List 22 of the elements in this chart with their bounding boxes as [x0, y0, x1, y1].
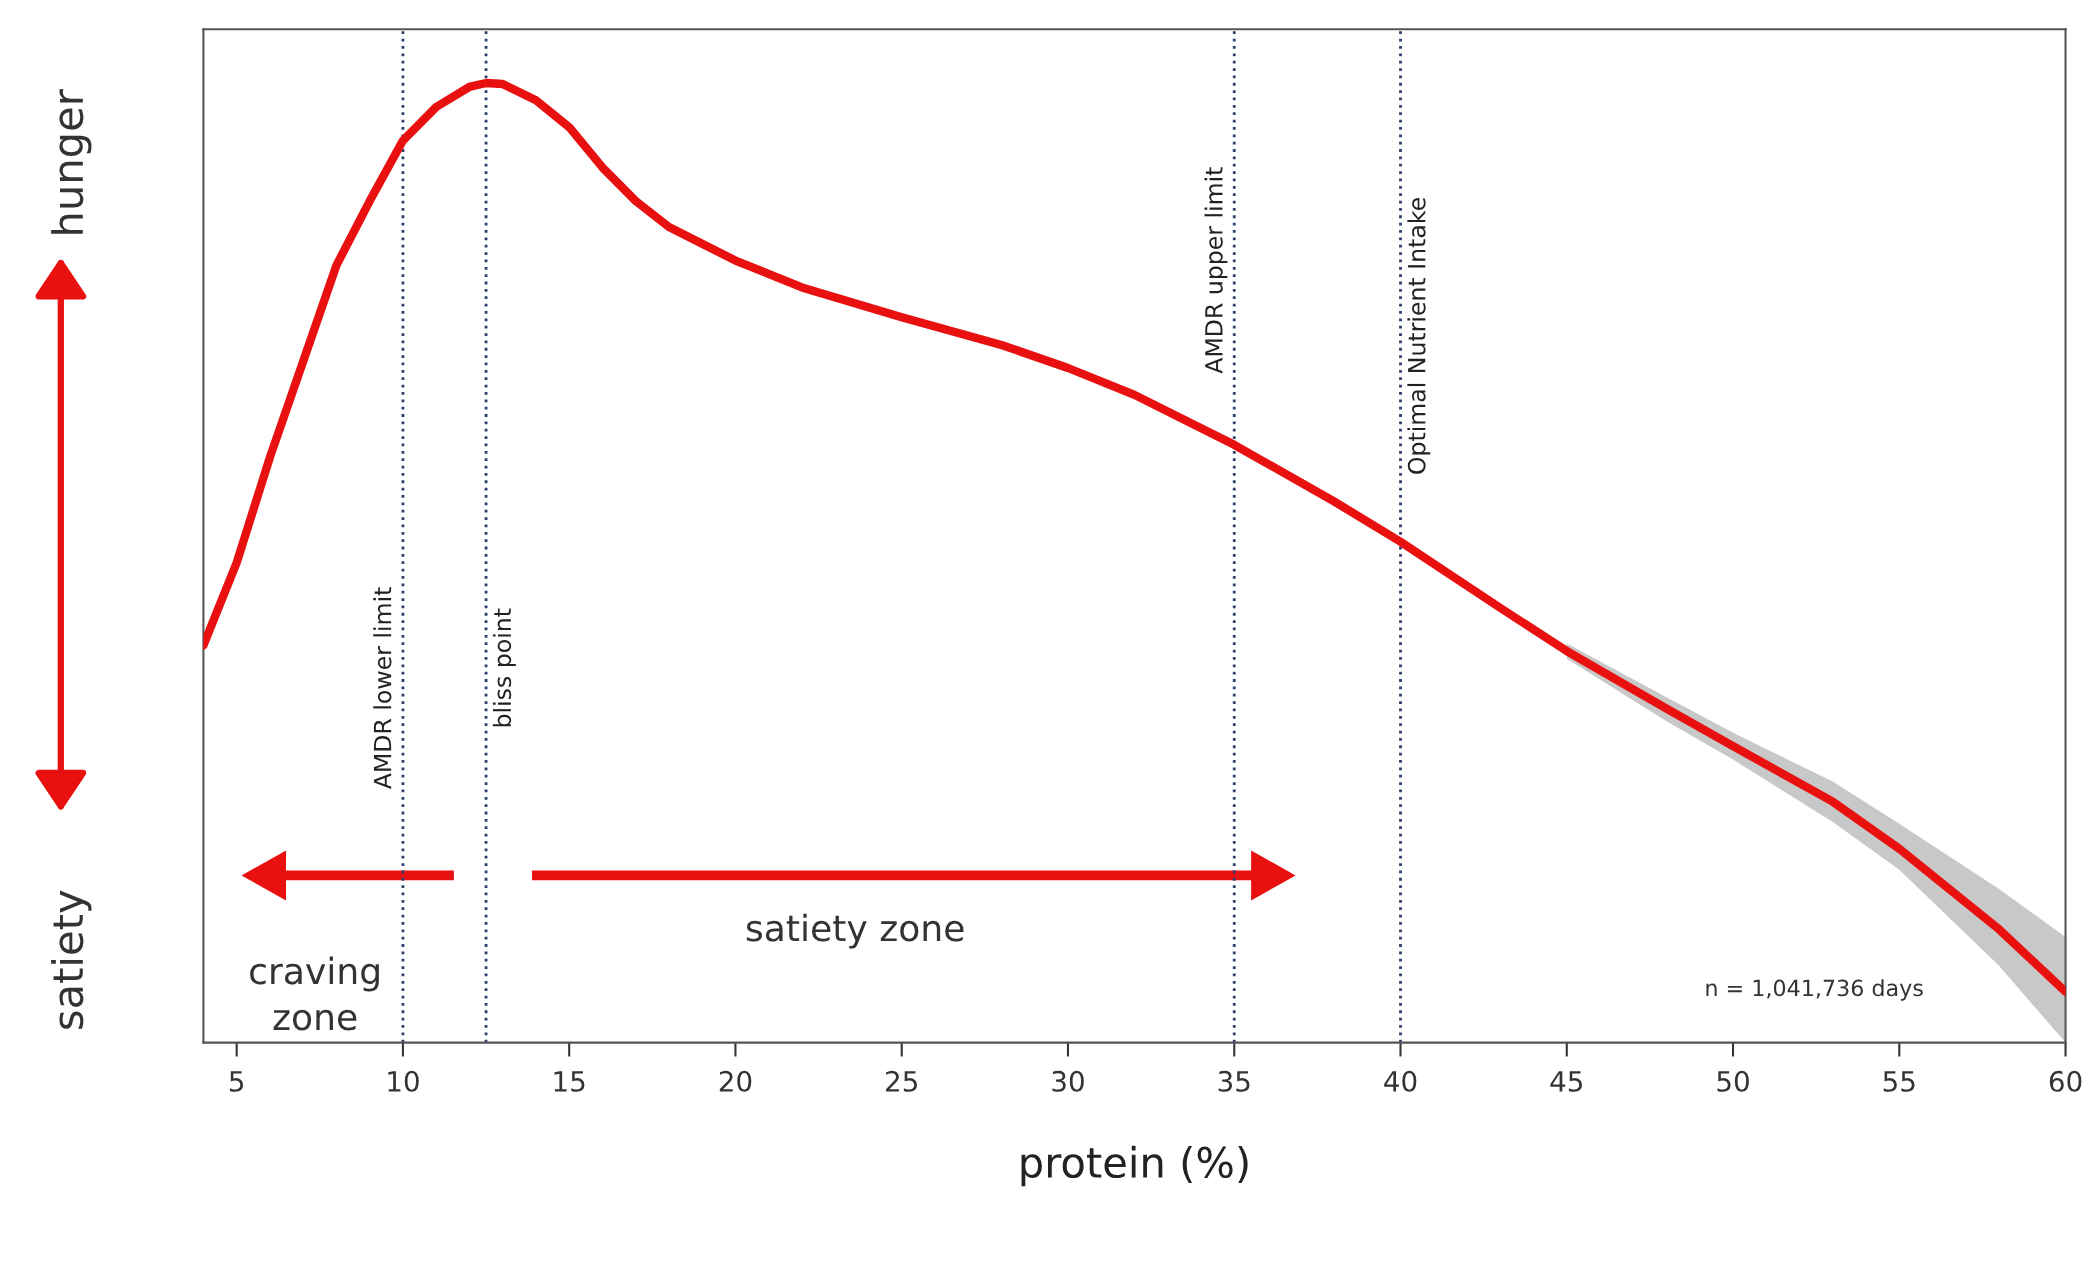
x-tick-label: 30: [1052, 1070, 1084, 1092]
text: hunger: [51, 89, 92, 234]
annotation: craving zone: [250, 956, 379, 1031]
x-tick-label: 25: [886, 1070, 917, 1092]
x-tick-label: 15: [554, 1071, 585, 1092]
ref-line-label: AMDR lower limit: [373, 587, 392, 790]
x-tick-label: 5: [229, 1071, 244, 1092]
x-tick-label: 45: [1550, 1071, 1583, 1092]
ref-line-label: AMDR upper limit: [1204, 167, 1228, 374]
x-axis-title: protein (%): [1021, 1145, 1248, 1187]
x-tick-label: 40: [1384, 1070, 1417, 1092]
annotation: n = 1,041,736 days: [1706, 979, 1923, 1001]
x-tick-label: 35: [1218, 1070, 1250, 1092]
ref-line-label: bliss point: [492, 608, 516, 727]
x-tick-label: 50: [1717, 1070, 1749, 1092]
annotation: satiety zone: [746, 913, 964, 949]
ref-line-label: Optimal Nutrient Intake: [1407, 198, 1431, 474]
x-tick-label: 10: [388, 1070, 419, 1092]
x-tick-label: 60: [2049, 1070, 2082, 1092]
text: satiety: [51, 890, 92, 1029]
x-tick-label: 55: [1883, 1071, 1915, 1092]
x-tick-label: 20: [719, 1070, 752, 1092]
